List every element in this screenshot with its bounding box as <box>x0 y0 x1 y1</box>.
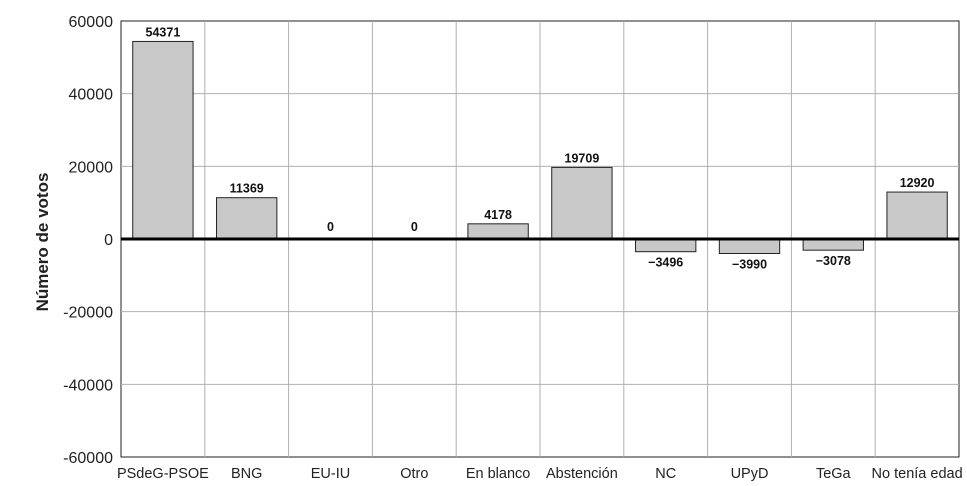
y-tick-label: -20000 <box>63 305 113 322</box>
y-tick-label: 20000 <box>69 159 114 176</box>
y-tick-label: 40000 <box>69 87 114 104</box>
bar <box>886 191 948 240</box>
bar <box>718 238 781 254</box>
y-tick-label: 60000 <box>69 14 114 31</box>
x-tick-label: EU-IU <box>311 466 350 482</box>
bar <box>635 238 697 253</box>
x-tick-label: UPyD <box>731 466 769 482</box>
data-label: 11369 <box>230 182 264 196</box>
bar <box>132 40 194 240</box>
x-tick-label: En blanco <box>466 466 531 482</box>
data-label: 12920 <box>900 176 935 190</box>
x-tick-label: BNG <box>231 466 262 482</box>
data-label: 54371 <box>146 25 181 39</box>
bar <box>551 166 613 240</box>
data-label: 19709 <box>565 151 600 165</box>
labels-layer: 60000 40000 20000 0 -20000 -40000 -60000 54371 P… <box>63 14 962 482</box>
data-label: −3078 <box>816 254 851 268</box>
bar <box>467 223 529 240</box>
data-label: −3990 <box>732 257 767 271</box>
y-tick-label: -40000 <box>63 377 113 394</box>
data-label: 4178 <box>484 208 512 222</box>
bar <box>802 238 864 251</box>
x-tick-label: Otro <box>400 466 428 482</box>
x-tick-label: TeGa <box>816 466 852 482</box>
x-tick-label: Abstención <box>546 466 618 482</box>
y-tick-label: 0 <box>104 232 113 249</box>
x-tick-label: NC <box>655 466 676 482</box>
x-tick-label: PSdeG-PSOE <box>117 466 209 482</box>
y-tick-label: -60000 <box>63 450 113 467</box>
data-label: 0 <box>327 220 334 234</box>
x-tick-label: No tenía edad <box>872 466 963 482</box>
y-axis-title: Número de votos <box>33 173 52 312</box>
data-label: −3496 <box>648 256 683 270</box>
bars-layer <box>121 40 959 254</box>
bar <box>216 197 278 240</box>
data-label: 0 <box>411 220 418 234</box>
